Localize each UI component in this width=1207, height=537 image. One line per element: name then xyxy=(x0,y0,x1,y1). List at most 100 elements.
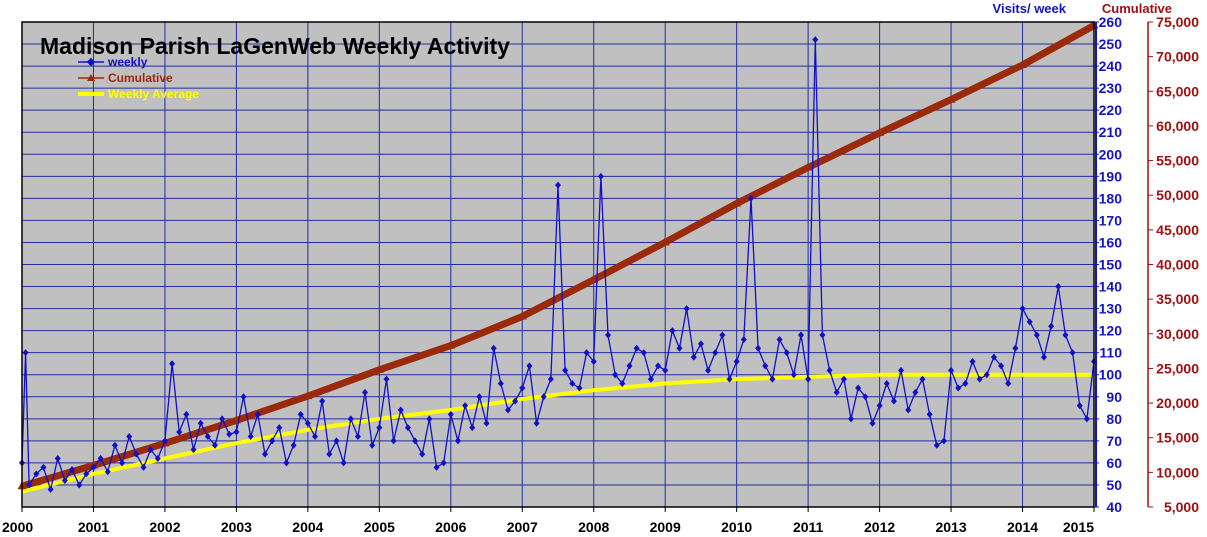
weekly-point xyxy=(1019,305,1026,313)
weekly-point xyxy=(1005,380,1012,388)
weekly-point xyxy=(133,450,140,458)
weekly-point xyxy=(740,335,747,343)
cumulative-tick-label: 65,000 xyxy=(1156,83,1199,99)
weekly-tick-label: 140 xyxy=(1099,279,1123,295)
weekly-point xyxy=(962,380,969,388)
weekly-point xyxy=(547,375,554,383)
weekly-point xyxy=(676,344,683,352)
weekly-tick-label: 120 xyxy=(1099,323,1123,339)
weekly-point xyxy=(1055,283,1062,291)
weekly-point xyxy=(869,419,876,427)
weekly-point xyxy=(40,463,47,471)
weekly-point xyxy=(1033,331,1040,339)
weekly-point xyxy=(462,402,469,410)
weekly-point xyxy=(948,366,955,374)
weekly-point xyxy=(983,371,990,379)
weekly-point xyxy=(476,393,483,401)
weekly-point xyxy=(640,349,647,357)
cumulative-axis-title: Cumulative xyxy=(1102,1,1172,16)
weekly-point xyxy=(590,358,597,365)
weekly-point xyxy=(862,393,869,401)
weekly-point xyxy=(683,305,690,313)
weekly-point xyxy=(876,402,883,410)
cumulative-point xyxy=(446,340,456,349)
weekly-point xyxy=(161,437,168,445)
cumulative-tick-label: 25,000 xyxy=(1156,360,1199,376)
weekly-point xyxy=(540,393,547,401)
weekly-point xyxy=(526,362,533,370)
weekly-point xyxy=(583,349,590,357)
weekly-point xyxy=(347,415,354,423)
weekly-point xyxy=(190,446,197,454)
weekly-point xyxy=(1012,344,1019,352)
weekly-point xyxy=(626,362,633,370)
x-tick-label: 2012 xyxy=(864,519,895,535)
weekly-point xyxy=(605,331,612,339)
weekly-point xyxy=(662,366,669,374)
cumulative-point xyxy=(875,127,885,136)
weekly-tick-label: 160 xyxy=(1099,234,1123,250)
weekly-point xyxy=(840,375,847,383)
x-tick-label: 2001 xyxy=(78,519,109,535)
weekly-point xyxy=(819,331,826,339)
cumulative-tick-label: 55,000 xyxy=(1156,153,1199,169)
weekly-point xyxy=(54,455,61,462)
weekly-point xyxy=(304,419,311,427)
weekly-point xyxy=(269,437,276,445)
weekly-point xyxy=(697,340,704,348)
weekly-tick-label: 100 xyxy=(1099,367,1123,383)
weekly-point xyxy=(22,349,29,357)
weekly-point xyxy=(412,437,419,445)
axes: 40 50 60 70 80 90 100 110 120 130 140 150 160 170 180 1… xyxy=(2,14,1199,535)
x-tick-label: 2002 xyxy=(149,519,180,535)
weekly-point xyxy=(783,349,790,357)
x-tick-label: 2004 xyxy=(292,519,323,535)
weekly-tick-label: 250 xyxy=(1099,36,1123,52)
weekly-point xyxy=(204,432,211,440)
weekly-tick-label: 210 xyxy=(1099,124,1123,140)
weekly-point xyxy=(240,393,247,401)
weekly-point xyxy=(826,366,833,374)
average-series xyxy=(21,372,1094,494)
weekly-point xyxy=(912,388,919,396)
weekly-point xyxy=(612,371,619,379)
weekly-point xyxy=(469,424,476,432)
legend-cumulative-label: Cumulative xyxy=(108,71,173,85)
weekly-point xyxy=(183,410,190,418)
weekly-point xyxy=(990,353,997,361)
cumulative-point xyxy=(803,162,813,171)
weekly-point xyxy=(119,459,126,467)
weekly-tick-label: 260 xyxy=(1099,14,1123,30)
weekly-point xyxy=(283,459,290,467)
cumulative-tick-label: 50,000 xyxy=(1156,187,1199,203)
weekly-tick-label: 110 xyxy=(1099,345,1122,361)
weekly-point xyxy=(383,375,390,383)
weekly-point xyxy=(533,419,540,427)
weekly-tick-label: 200 xyxy=(1099,146,1123,162)
weekly-point xyxy=(226,430,233,438)
weekly-point xyxy=(726,375,733,383)
weekly-point xyxy=(1026,318,1033,326)
weekly-point xyxy=(855,384,862,392)
weekly-tick-label: 90 xyxy=(1106,389,1122,405)
cumulative-point xyxy=(374,364,384,373)
weekly-point xyxy=(433,463,440,471)
weekly-point xyxy=(1048,322,1055,330)
weekly-point xyxy=(354,432,361,440)
weekly-point xyxy=(326,450,333,458)
weekly-point xyxy=(655,362,662,370)
cumulative-tick-label: 60,000 xyxy=(1156,118,1199,134)
cumulative-tick-label: 20,000 xyxy=(1156,395,1199,411)
weekly-point xyxy=(233,428,240,436)
weekly-point xyxy=(97,455,104,462)
weekly-point xyxy=(376,424,383,432)
x-tick-label: 2009 xyxy=(650,519,681,535)
x-tick-label: 2008 xyxy=(578,519,609,535)
weekly-tick-label: 130 xyxy=(1099,301,1123,317)
weekly-point xyxy=(197,419,204,427)
weekly-point xyxy=(562,366,569,374)
weekly-point xyxy=(390,437,397,445)
x-tick-label: 2006 xyxy=(435,519,466,535)
weekly-point xyxy=(211,441,218,449)
